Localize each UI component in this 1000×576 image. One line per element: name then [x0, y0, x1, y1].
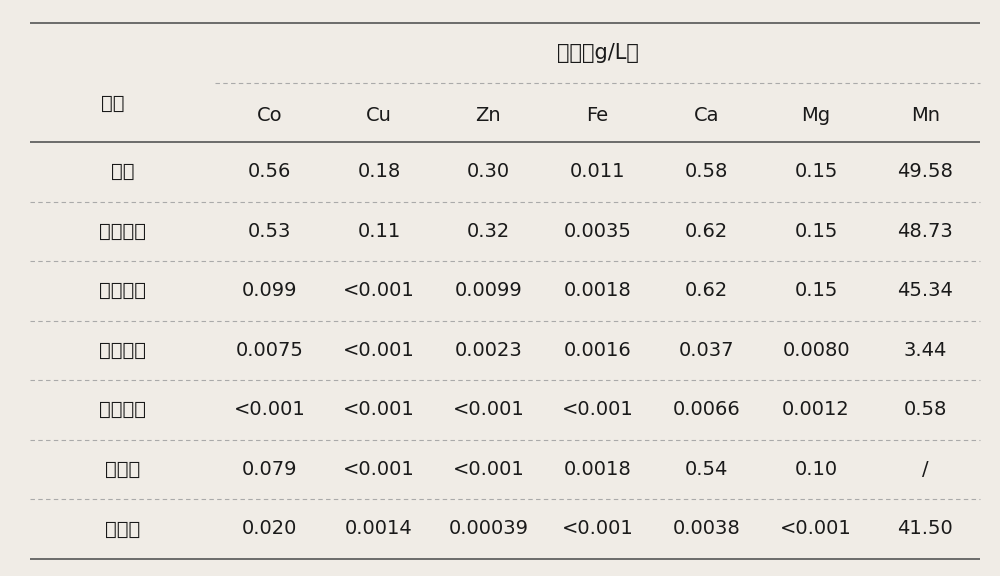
Text: 0.0080: 0.0080 — [782, 341, 850, 360]
Text: 除重金属: 除重金属 — [99, 282, 146, 300]
Text: 0.58: 0.58 — [685, 162, 729, 181]
Text: 0.62: 0.62 — [685, 222, 728, 241]
Text: 0.0018: 0.0018 — [564, 460, 632, 479]
Text: 萃余液: 萃余液 — [105, 460, 140, 479]
Text: 41.50: 41.50 — [897, 520, 953, 539]
Text: /: / — [922, 460, 929, 479]
Text: <0.001: <0.001 — [343, 341, 415, 360]
Text: Fe: Fe — [587, 106, 609, 125]
Text: 原液: 原液 — [111, 162, 134, 181]
Text: Zn: Zn — [476, 106, 501, 125]
Text: 0.0014: 0.0014 — [345, 520, 413, 539]
Text: <0.001: <0.001 — [562, 520, 634, 539]
Text: 元素: 元素 — [101, 94, 124, 113]
Text: 0.0018: 0.0018 — [564, 282, 632, 300]
Text: <0.001: <0.001 — [234, 400, 306, 419]
Text: 0.62: 0.62 — [685, 282, 728, 300]
Text: <0.001: <0.001 — [343, 460, 415, 479]
Text: 0.037: 0.037 — [679, 341, 735, 360]
Text: 0.54: 0.54 — [685, 460, 729, 479]
Text: 0.56: 0.56 — [248, 162, 292, 181]
Text: 0.00039: 0.00039 — [448, 520, 528, 539]
Text: 一次洗液: 一次洗液 — [99, 341, 146, 360]
Text: <0.001: <0.001 — [562, 400, 634, 419]
Text: 0.011: 0.011 — [570, 162, 625, 181]
Text: 48.73: 48.73 — [897, 222, 953, 241]
Text: 0.32: 0.32 — [467, 222, 510, 241]
Text: 0.0023: 0.0023 — [454, 341, 522, 360]
Text: 0.079: 0.079 — [242, 460, 298, 479]
Text: 0.0016: 0.0016 — [564, 341, 632, 360]
Text: 0.0066: 0.0066 — [673, 400, 741, 419]
Text: 反萃液: 反萃液 — [105, 520, 140, 539]
Text: Ca: Ca — [694, 106, 720, 125]
Text: <0.001: <0.001 — [780, 520, 852, 539]
Text: 0.18: 0.18 — [358, 162, 401, 181]
Text: 0.11: 0.11 — [358, 222, 401, 241]
Text: <0.001: <0.001 — [452, 460, 524, 479]
Text: 0.15: 0.15 — [794, 282, 838, 300]
Text: Cu: Cu — [366, 106, 392, 125]
Text: 0.099: 0.099 — [242, 282, 298, 300]
Text: 含量（g/L）: 含量（g/L） — [557, 43, 639, 63]
Text: 除铁后液: 除铁后液 — [99, 222, 146, 241]
Text: 0.15: 0.15 — [794, 162, 838, 181]
Text: <0.001: <0.001 — [343, 400, 415, 419]
Text: 0.020: 0.020 — [242, 520, 298, 539]
Text: 49.58: 49.58 — [897, 162, 953, 181]
Text: 0.53: 0.53 — [248, 222, 292, 241]
Text: Co: Co — [257, 106, 283, 125]
Text: Mg: Mg — [802, 106, 831, 125]
Text: 0.0012: 0.0012 — [782, 400, 850, 419]
Text: 0.15: 0.15 — [794, 222, 838, 241]
Text: Mn: Mn — [911, 106, 940, 125]
Text: 0.0075: 0.0075 — [236, 341, 304, 360]
Text: 0.30: 0.30 — [467, 162, 510, 181]
Text: 3.44: 3.44 — [904, 341, 947, 360]
Text: <0.001: <0.001 — [452, 400, 524, 419]
Text: <0.001: <0.001 — [343, 282, 415, 300]
Text: 二次洗液: 二次洗液 — [99, 400, 146, 419]
Text: 0.58: 0.58 — [904, 400, 947, 419]
Text: 0.0038: 0.0038 — [673, 520, 741, 539]
Text: 0.0035: 0.0035 — [564, 222, 632, 241]
Text: 0.10: 0.10 — [795, 460, 838, 479]
Text: 45.34: 45.34 — [897, 282, 953, 300]
Text: 0.0099: 0.0099 — [454, 282, 522, 300]
